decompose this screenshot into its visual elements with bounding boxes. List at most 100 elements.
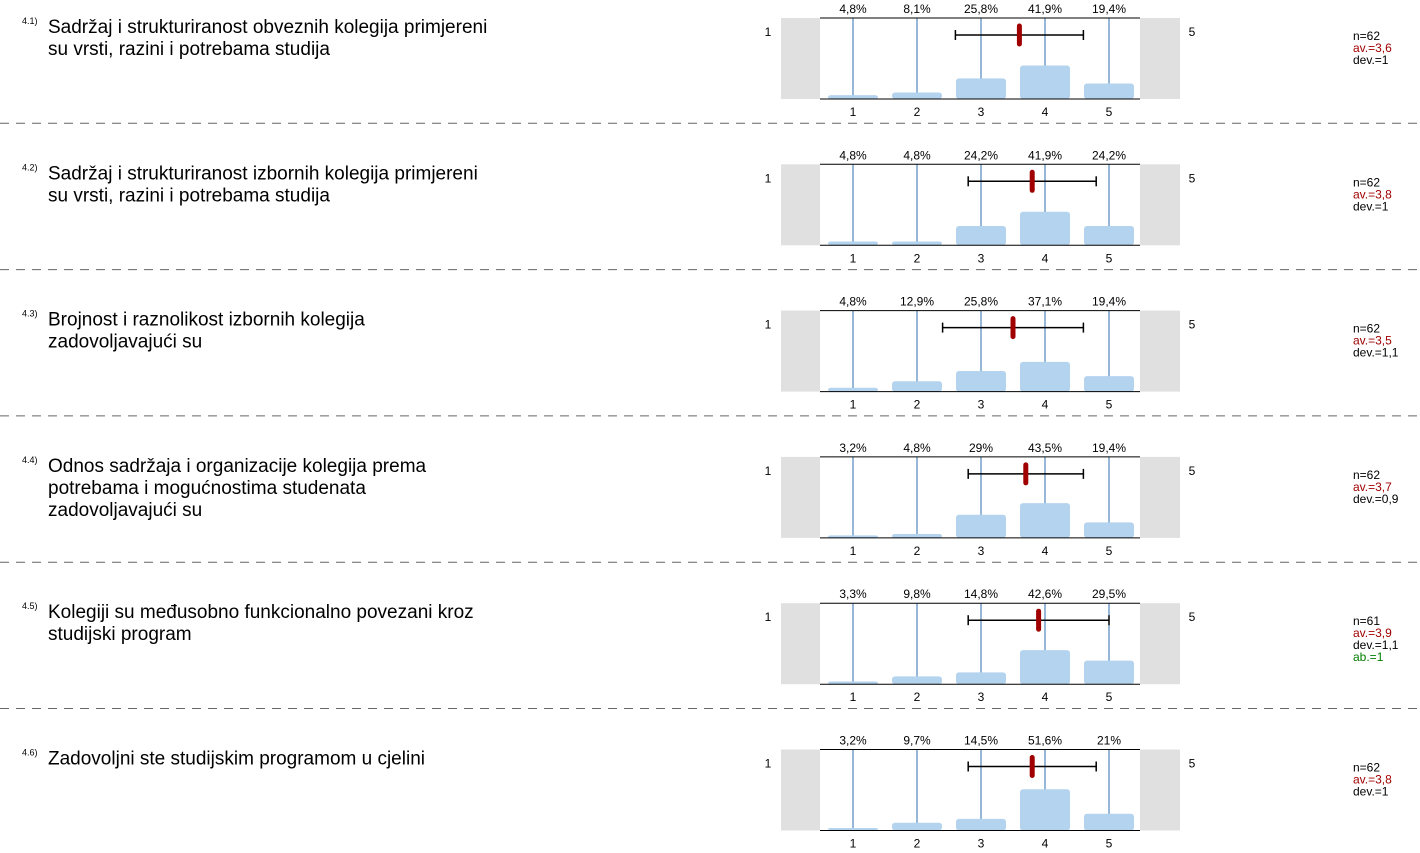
scale-min-label: 1 [765,171,772,185]
category-label: 3 [978,837,985,849]
bar [828,827,878,831]
value-label: 24,2% [1092,148,1126,162]
bar [1084,225,1134,246]
stat-dev: dev.=0,9 [1353,492,1399,506]
stat-mean: av.=3,7 [1353,480,1392,494]
category-label: 4 [1042,544,1049,558]
category-label: 5 [1106,398,1113,412]
scale-min-box [781,603,820,685]
bar [828,241,878,246]
stat-dev: dev.=1,1 [1353,346,1399,360]
bar [956,225,1006,246]
value-label: 14,5% [964,734,998,748]
value-label: 12,9% [900,295,934,309]
question-text: Sadržaj i strukturiranost obveznih koleg… [48,17,487,38]
scale-min-label: 1 [765,757,772,771]
bar [1020,650,1070,685]
scale-max-label: 5 [1189,318,1196,332]
scale-max-box [1140,164,1180,246]
item-number: 4.3) [22,309,38,319]
value-label: 41,9% [1028,2,1062,16]
value-label: 4,8% [839,148,867,162]
stat-mean: av.=3,5 [1353,334,1392,348]
bar [892,241,942,246]
bar [828,681,878,685]
bar [892,822,942,831]
item-number: 4.4) [22,455,38,465]
item-number: 4.2) [22,162,38,172]
question-text: Zadovoljni ste studijskim programom u cj… [48,749,425,770]
stat-n: n=62 [1353,761,1380,775]
stat-n: n=62 [1353,322,1380,336]
value-label: 9,8% [903,587,931,601]
value-label: 41,9% [1028,148,1062,162]
value-label: 42,6% [1028,587,1062,601]
stat-n: n=62 [1353,175,1380,189]
value-label: 37,1% [1028,295,1062,309]
category-label: 4 [1042,251,1049,265]
category-label: 1 [850,837,857,849]
bar [956,514,1006,538]
bar [1020,503,1070,538]
value-label: 29,5% [1092,587,1126,601]
value-label: 4,8% [903,441,931,455]
value-label: 3,2% [839,734,867,748]
value-label: 8,1% [903,2,931,16]
category-label: 2 [914,837,921,849]
category-label: 2 [914,544,921,558]
bar [1020,789,1070,831]
bar [1084,522,1134,538]
bar [892,534,942,538]
item-number: 4.5) [22,601,38,611]
category-label: 3 [978,251,985,265]
stat-dev: dev.=1 [1353,785,1389,799]
stat-n: n=62 [1353,468,1380,482]
bar [828,387,878,392]
scale-max-box [1140,310,1180,392]
bar [1084,813,1134,831]
stat-mean: av.=3,9 [1353,626,1392,640]
scale-max-box [1140,18,1180,99]
question-text: Odnos sadržaja i organizacije kolegija p… [48,456,427,477]
scale-min-label: 1 [765,25,772,39]
category-label: 3 [978,398,985,412]
value-label: 19,4% [1092,2,1126,16]
scale-max-label: 5 [1189,25,1196,39]
value-label: 4,8% [839,2,867,16]
bar [956,818,1006,831]
category-label: 5 [1106,690,1113,704]
item-number: 4.1) [22,16,38,26]
stat-ab: ab.=1 [1353,650,1384,664]
question-text: potrebama i mogućnostima studenata [48,478,366,499]
bar [892,676,942,685]
stat-dev: dev.=1,1 [1353,638,1399,652]
bar [956,78,1006,99]
bar [892,381,942,392]
question-text: zadovoljavajući su [48,332,202,353]
category-label: 5 [1106,105,1113,119]
scale-max-label: 5 [1189,171,1196,185]
scale-min-box [781,310,820,392]
category-label: 5 [1106,544,1113,558]
bar [1084,83,1134,99]
scale-min-box [781,164,820,246]
value-label: 43,5% [1028,441,1062,455]
category-label: 1 [850,690,857,704]
category-label: 3 [978,544,985,558]
stat-mean: av.=3,8 [1353,773,1392,787]
scale-max-box [1140,456,1180,538]
bar [956,672,1006,685]
category-label: 1 [850,544,857,558]
item-number: 4.6) [22,748,38,758]
scale-min-box [781,749,820,831]
stat-mean: av.=3,8 [1353,187,1392,201]
bar [1020,65,1070,99]
scale-min-box [781,456,820,538]
bar [1020,361,1070,392]
category-label: 4 [1042,690,1049,704]
scale-min-label: 1 [765,610,772,624]
value-label: 4,8% [839,295,867,309]
scale-max-label: 5 [1189,757,1196,771]
category-label: 5 [1106,837,1113,849]
